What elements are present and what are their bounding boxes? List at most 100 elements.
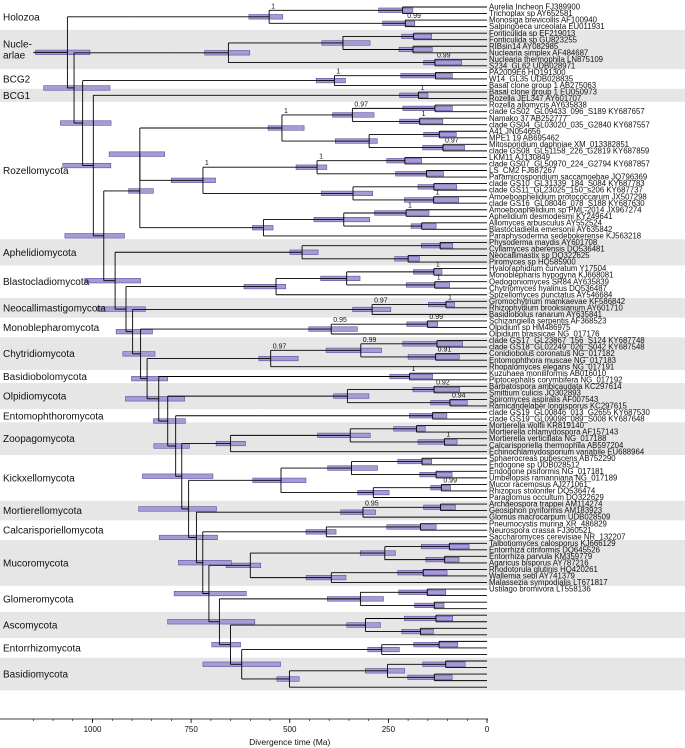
support-value: 1 [422, 111, 426, 118]
taxon-label: Oedogoniomyces SR84 AY635839 [489, 277, 609, 286]
group-label: Glomeromycota [3, 594, 74, 605]
taxon-label: Fonticulida sp EF219013 [489, 29, 575, 38]
group-label: Mucoromycota [3, 558, 69, 569]
taxon-label: clade GS08_GL51158_226_G2819 KY687859 [489, 146, 649, 155]
taxon-label: Chytriomyces hyalinus DQ536487 [489, 284, 607, 293]
taxon-label: W14_GL35 UDB028835 [489, 75, 574, 84]
support-value: 0.99 [407, 13, 421, 20]
taxon-label: Barbatospora ambicaudata KC297614 [489, 382, 622, 391]
axis-label: Divergence time (Ma) [249, 737, 330, 747]
hpd-bar [173, 591, 247, 597]
taxon-label: Paraglomus occultum DQ322629 [489, 493, 604, 502]
support-value: 1 [446, 432, 450, 439]
taxon-label: Endogone pisiformis NG_017181 [489, 467, 604, 476]
taxon-label: Rozella JEL347 AY601707 [489, 94, 581, 103]
taxon-label: Amoeboaphelidium sp PML-2014 JX967274 [489, 205, 642, 214]
taxon-label: clade GS04_GL03020_035_G2840 KY687557 [489, 120, 650, 129]
support-value: 0.95 [365, 500, 379, 507]
taxon-label: Basidiobolus ranarum AY635841 [489, 310, 602, 319]
taxon-label: Kuzuhaea moniliformis AB016010 [489, 369, 607, 378]
taxon-label: Namako 37 AB252777 [489, 114, 567, 123]
support-value: 1 [271, 3, 275, 10]
group-label: Neocallimastigomycota [3, 303, 106, 314]
taxon-label: Spiromyces aspiralis AF007543 [489, 395, 598, 404]
taxon-label: clade GS02_GL09433_096_S189 KY687657 [489, 107, 645, 116]
support-value: 0.91 [438, 347, 452, 354]
group-label: Holozoa [3, 12, 40, 23]
taxon-label: LKM11 AJ130849 [489, 153, 550, 162]
support-value: 1 [436, 262, 440, 269]
support-value: 0.99 [443, 477, 457, 484]
taxon-label: Mucor racemosus AJ271061 [489, 480, 588, 489]
taxon-label: RIBsin14 AY082985 [489, 42, 559, 51]
taxon-label: Gromochytrium mamkaevae KF586842 [489, 297, 625, 306]
taxon-label: Agaricus bisporus AY787216 [489, 559, 589, 568]
support-value: 1 [205, 160, 209, 167]
hpd-bar [131, 376, 168, 382]
taxon-label: Rozella allomycis AY635838 [489, 101, 587, 110]
taxon-label: Conidiobolus coronatus NG_017182 [489, 349, 615, 358]
hpd-bar [178, 560, 232, 566]
taxon-label: Neocallimastix sp DQ322625 [489, 251, 590, 260]
group-label: BCG2 [3, 74, 31, 85]
axis-tick-label: 250 [382, 725, 396, 734]
support-value: 0.99 [429, 314, 443, 321]
support-value: 0.97 [273, 343, 287, 350]
taxon-label: Basal clone group 1 AB275063 [489, 81, 596, 90]
taxon-label: Schizangiella serpentis AF368523 [489, 317, 606, 326]
group-label: Blastocladiomycota [3, 277, 90, 288]
support-value: 1 [284, 108, 288, 115]
group-label: Olpidiomycota [3, 392, 67, 403]
taxon-label: Neurospora crassa FJ360521 [489, 526, 592, 535]
taxon-label: Saccharomyces cerevisiae NR_132207 [489, 532, 626, 541]
support-value: 1 [436, 190, 440, 197]
support-value: 0.97 [445, 137, 459, 144]
taxon-label: Physoderma maydis AY601708 [489, 238, 597, 247]
taxon-label: MPE1 19 AB695462 [489, 133, 559, 142]
group-label: Ascomycota [3, 621, 58, 632]
hpd-bar [153, 418, 186, 424]
support-value: 0.94 [452, 392, 466, 399]
taxon-label: Mortierella wolfii KR819140 [489, 421, 585, 430]
taxon-label: clade GS10_GL31339_184_S084 KY687783 [489, 179, 645, 188]
taxon-label: Salpingoeca urceolata EU011931 [489, 22, 605, 31]
taxon-label: Piromyces sp HQ585900 [489, 258, 576, 267]
group-label: Rozellomycota [3, 166, 69, 177]
group-label: BCG1 [3, 91, 31, 102]
taxon-label: Entorrhiza parvula KM359779 [489, 552, 592, 561]
taxon-label: Trichoplax sp AY652581 [489, 9, 573, 18]
group-label-line: Nucle- [3, 40, 32, 51]
time-axis: Divergence time (Ma) 1000 750 500 250 0 [0, 718, 490, 747]
hpd-bar [115, 329, 153, 335]
group-label: Chytridiomycota [3, 349, 75, 360]
axis-tick-label: 1000 [84, 725, 102, 734]
taxon-label: Mortierella verticillata NG_017188 [489, 434, 606, 443]
support-value: 1 [319, 154, 323, 161]
support-labels: 0.99 1 0.99 1 1 1 0.97 1 1 0.97 1 1 1 1 1 1 0.97 0.99 0.95… [205, 3, 466, 507]
group-labels: Holozoa Nucle-arlae BCG2 BCG1 Rozellomycota A… [3, 12, 106, 680]
hpd-bar [43, 85, 111, 91]
taxon-label: Archaeospora trappei AM114274 [489, 500, 603, 509]
taxon-label: clade GS19_GL09098_089_S008 KY687648 [489, 415, 645, 424]
taxon-label: Malassezia sympodialis LT671817 [489, 578, 608, 587]
taxon-label: Entomophthora muscae NG_017183 [489, 356, 616, 365]
taxon-label: PA2009E6 HQ191300 [489, 68, 566, 77]
taxon-label: Glomus macrocarpum UDB028509 [489, 513, 610, 522]
taxon-label: Calcarisporiella thermophila AB597204 [489, 441, 624, 450]
taxon-label: Echinochlamydosporium variabile EU688964 [489, 447, 645, 456]
taxon-label: Olpidium sp HM486975 [489, 323, 571, 332]
taxon-label: Ustilago bromivora LT558136 [489, 585, 591, 594]
taxon-label: Nuclearia simplex AF484687 [489, 48, 588, 57]
taxon-label: clade GS17_GL23867_156_S124 KY687748 [489, 336, 645, 345]
axis-tick-label: 750 [184, 725, 198, 734]
group-label: Entorrhizomycota [3, 643, 81, 654]
taxon-label: Mitosporidium daphniae XM_013382851 [489, 140, 629, 149]
taxon-label: Monosiga brevicollis AF100940 [489, 16, 598, 25]
taxon-label: Mortierella chlamydospora AF157143 [489, 428, 618, 437]
taxon-label: Talbotiomyces calosporus KJ666129 [489, 539, 616, 548]
taxon-label: Spizellomyces punctatus AY546684 [489, 290, 613, 299]
taxon-label: Rhizopus stolonifer DQ536474 [489, 487, 596, 496]
